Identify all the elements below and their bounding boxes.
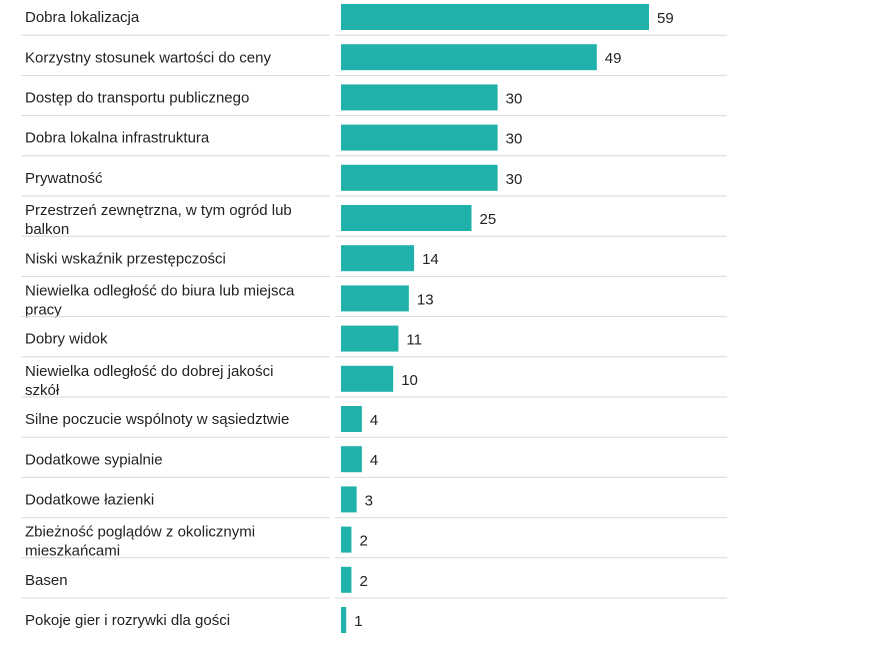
category-label-line: mieszkańcami bbox=[25, 543, 120, 560]
value-label: 2 bbox=[359, 533, 367, 550]
category-label: Dobra lokalizacja bbox=[25, 9, 140, 26]
category-label: Prywatność bbox=[25, 170, 103, 187]
value-label: 30 bbox=[506, 171, 523, 188]
value-label: 3 bbox=[365, 492, 373, 509]
value-label: 13 bbox=[417, 291, 434, 308]
value-label: 4 bbox=[370, 412, 378, 429]
value-label: 14 bbox=[422, 251, 439, 268]
value-label: 10 bbox=[401, 372, 418, 389]
bar bbox=[341, 406, 362, 432]
category-label: Pokoje gier i rozrywki dla gości bbox=[25, 612, 230, 629]
category-label: Korzystny stosunek wartości do ceny bbox=[25, 49, 271, 66]
bar bbox=[341, 526, 352, 553]
category-label: Dobry widok bbox=[25, 331, 108, 348]
value-label: 25 bbox=[480, 211, 497, 228]
category-label-line: Niewielka odległość do dobrej jakości bbox=[25, 363, 273, 380]
category-label-line: Niewielka odległość do biura lub miejsca bbox=[25, 282, 295, 299]
category-label: Niewielka odległość do biura lub miejsca… bbox=[25, 282, 295, 318]
category-label: Przestrzeń zewnętrzna, w tym ogród lub ba… bbox=[25, 202, 292, 238]
value-label: 30 bbox=[506, 90, 523, 107]
bar bbox=[341, 365, 394, 392]
category-label: Dostęp do transportu publicznego bbox=[25, 90, 249, 107]
category-label-line: szkół bbox=[25, 382, 60, 399]
category-label-line: pracy bbox=[25, 301, 62, 318]
bar bbox=[341, 486, 357, 513]
bar bbox=[341, 325, 399, 352]
value-label: 1 bbox=[354, 613, 362, 630]
value-label: 59 bbox=[657, 10, 674, 27]
category-label: Dobra lokalna infrastruktura bbox=[25, 130, 210, 147]
category-label-line: balkon bbox=[25, 221, 69, 238]
value-label: 4 bbox=[370, 452, 378, 469]
category-label: Silne poczucie wspólnoty w sąsiedztwie bbox=[25, 411, 289, 428]
value-label: 30 bbox=[506, 131, 523, 148]
category-label: Zbieżność poglądów z okolicznymi mieszkań… bbox=[25, 524, 255, 560]
category-label-line: Zbieżność poglądów z okolicznymi bbox=[25, 524, 255, 541]
bar bbox=[341, 245, 415, 272]
category-label: Niewielka odległość do dobrej jakości szk… bbox=[25, 363, 273, 399]
category-label-line: Przestrzeń zewnętrzna, w tym ogród lub bbox=[25, 202, 292, 219]
bar bbox=[341, 44, 597, 71]
bar bbox=[341, 285, 409, 312]
category-label: Basen bbox=[25, 572, 68, 589]
category-label: Dodatkowe sypialnie bbox=[25, 451, 163, 468]
category-label: Dodatkowe łazienki bbox=[25, 492, 154, 509]
bar bbox=[341, 566, 352, 593]
value-label: 2 bbox=[359, 573, 367, 590]
value-label: 11 bbox=[406, 332, 422, 349]
bar bbox=[341, 124, 498, 151]
bar bbox=[341, 607, 347, 633]
bar bbox=[341, 4, 649, 30]
category-label: Niski wskaźnik przestępczości bbox=[25, 250, 226, 267]
bar bbox=[341, 164, 498, 191]
value-label: 49 bbox=[605, 50, 622, 67]
bar bbox=[341, 446, 362, 473]
bar bbox=[341, 84, 498, 111]
bar bbox=[341, 205, 472, 231]
